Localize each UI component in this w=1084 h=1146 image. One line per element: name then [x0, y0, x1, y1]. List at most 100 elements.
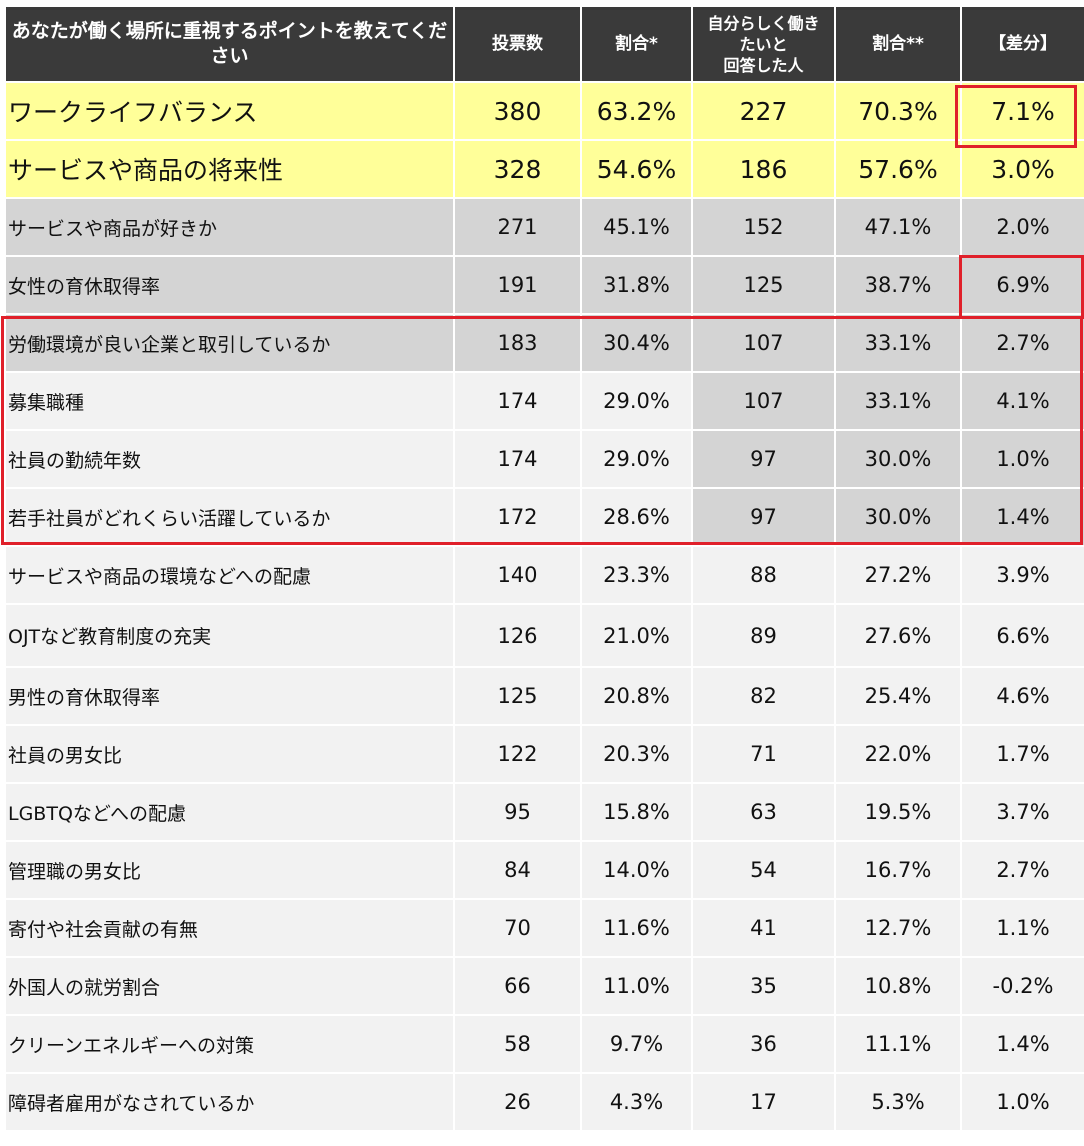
ratio-cell: 20.3% — [582, 726, 691, 782]
votes-cell: 271 — [455, 199, 580, 255]
table-row: 外国人の就労割合 66 11.0% 35 10.8% -0.2% — [6, 958, 1084, 1014]
ratio-cell: 23.3% — [582, 547, 691, 603]
ratio-cell: 15.8% — [582, 784, 691, 840]
table-row: 若手社員がどれくらい活躍しているか 172 28.6% 97 30.0% 1.4% — [6, 489, 1084, 545]
ratio-cell: 21.0% — [582, 605, 691, 666]
header-votes: 投票数 — [455, 7, 580, 81]
row-label: 障碍者雇用がなされているか — [6, 1074, 453, 1130]
row-label: 管理職の男女比 — [6, 842, 453, 898]
table-row: サービスや商品の将来性 328 54.6% 186 57.6% 3.0% — [6, 141, 1084, 197]
row-label: サービスや商品の将来性 — [6, 141, 453, 197]
table-row: クリーンエネルギーへの対策 58 9.7% 36 11.1% 1.4% — [6, 1016, 1084, 1072]
diff-cell: -0.2% — [962, 958, 1084, 1014]
votes-cell: 122 — [455, 726, 580, 782]
self-count-cell: 82 — [693, 668, 834, 724]
ratio-cell: 31.8% — [582, 257, 691, 313]
diff-cell: 1.4% — [962, 489, 1084, 545]
table-row: 男性の育休取得率 125 20.8% 82 25.4% 4.6% — [6, 668, 1084, 724]
ratio-cell: 29.0% — [582, 373, 691, 429]
highlight-box-diff-female-leave — [959, 255, 1084, 319]
ratio-cell: 63.2% — [582, 83, 691, 139]
self-count-cell: 63 — [693, 784, 834, 840]
table-row: LGBTQなどへの配慮 95 15.8% 63 19.5% 3.7% — [6, 784, 1084, 840]
ratio2-cell: 19.5% — [836, 784, 960, 840]
votes-cell: 174 — [455, 431, 580, 487]
votes-cell: 140 — [455, 547, 580, 603]
ratio2-cell: 11.1% — [836, 1016, 960, 1072]
row-label: 女性の育休取得率 — [6, 257, 453, 313]
votes-cell: 191 — [455, 257, 580, 313]
row-label: 社員の勤続年数 — [6, 431, 453, 487]
self-count-cell: 97 — [693, 489, 834, 545]
votes-cell: 380 — [455, 83, 580, 139]
header-self-respondents: 自分らしく働き たいと 回答した人 — [693, 7, 834, 81]
ratio-cell: 45.1% — [582, 199, 691, 255]
self-count-cell: 152 — [693, 199, 834, 255]
self-count-cell: 71 — [693, 726, 834, 782]
diff-cell: 1.1% — [962, 900, 1084, 956]
self-count-cell: 35 — [693, 958, 834, 1014]
table-row: 障碍者雇用がなされているか 26 4.3% 17 5.3% 1.0% — [6, 1074, 1084, 1130]
row-label: 若手社員がどれくらい活躍しているか — [6, 489, 453, 545]
row-label: クリーンエネルギーへの対策 — [6, 1016, 453, 1072]
header-diff: 【差分】 — [962, 7, 1084, 81]
ratio2-cell: 38.7% — [836, 257, 960, 313]
header-self-line-3: 回答した人 — [723, 55, 804, 75]
table-row: サービスや商品が好きか 271 45.1% 152 47.1% 2.0% — [6, 199, 1084, 255]
self-count-cell: 227 — [693, 83, 834, 139]
table-row: 社員の勤続年数 174 29.0% 97 30.0% 1.0% — [6, 431, 1084, 487]
self-count-cell: 107 — [693, 373, 834, 429]
ratio-cell: 14.0% — [582, 842, 691, 898]
ratio2-cell: 10.8% — [836, 958, 960, 1014]
ratio-cell: 30.4% — [582, 315, 691, 371]
row-label: 労働環境が良い企業と取引しているか — [6, 315, 453, 371]
table-row: 管理職の男女比 84 14.0% 54 16.7% 2.7% — [6, 842, 1084, 898]
diff-cell: 4.1% — [962, 373, 1084, 429]
ratio-cell: 28.6% — [582, 489, 691, 545]
self-count-cell: 125 — [693, 257, 834, 313]
votes-cell: 126 — [455, 605, 580, 666]
row-label: 募集職種 — [6, 373, 453, 429]
votes-cell: 66 — [455, 958, 580, 1014]
ratio2-cell: 30.0% — [836, 489, 960, 545]
row-label: LGBTQなどへの配慮 — [6, 784, 453, 840]
ratio-cell: 29.0% — [582, 431, 691, 487]
table-row: 女性の育休取得率 191 31.8% 125 38.7% 6.9% — [6, 257, 1084, 313]
self-count-cell: 41 — [693, 900, 834, 956]
self-count-cell: 107 — [693, 315, 834, 371]
votes-cell: 328 — [455, 141, 580, 197]
ratio2-cell: 5.3% — [836, 1074, 960, 1130]
diff-cell: 6.6% — [962, 605, 1084, 666]
votes-cell: 183 — [455, 315, 580, 371]
self-count-cell: 17 — [693, 1074, 834, 1130]
self-count-cell: 89 — [693, 605, 834, 666]
diff-cell: 1.0% — [962, 1074, 1084, 1130]
table-row: ワークライフバランス 380 63.2% 227 70.3% 7.1% — [6, 83, 1084, 139]
diff-cell: 7.1% — [962, 83, 1084, 139]
header-question: あなたが働く場所に重視するポイントを教えてください — [6, 7, 453, 81]
survey-table: あなたが働く場所に重視するポイントを教えてください 投票数 割合* 自分らしく働… — [4, 5, 1084, 1132]
ratio-cell: 11.0% — [582, 958, 691, 1014]
highlight-box-diff-worklife — [955, 85, 1077, 148]
ratio-cell: 11.6% — [582, 900, 691, 956]
header-self-line-1: 自分らしく働き — [707, 13, 820, 33]
diff-cell: 3.7% — [962, 784, 1084, 840]
diff-cell: 2.7% — [962, 842, 1084, 898]
diff-cell: 1.7% — [962, 726, 1084, 782]
ratio2-cell: 27.6% — [836, 605, 960, 666]
votes-cell: 58 — [455, 1016, 580, 1072]
ratio2-cell: 25.4% — [836, 668, 960, 724]
ratio2-cell: 27.2% — [836, 547, 960, 603]
ratio2-cell: 30.0% — [836, 431, 960, 487]
row-label: 社員の男女比 — [6, 726, 453, 782]
votes-cell: 84 — [455, 842, 580, 898]
diff-cell: 2.7% — [962, 315, 1084, 371]
votes-cell: 95 — [455, 784, 580, 840]
row-label: OJTなど教育制度の充実 — [6, 605, 453, 666]
table-row: 募集職種 174 29.0% 107 33.1% 4.1% — [6, 373, 1084, 429]
ratio2-cell: 70.3% — [836, 83, 960, 139]
self-count-cell: 186 — [693, 141, 834, 197]
diff-cell: 3.9% — [962, 547, 1084, 603]
row-label: 男性の育休取得率 — [6, 668, 453, 724]
row-label: サービスや商品の環境などへの配慮 — [6, 547, 453, 603]
